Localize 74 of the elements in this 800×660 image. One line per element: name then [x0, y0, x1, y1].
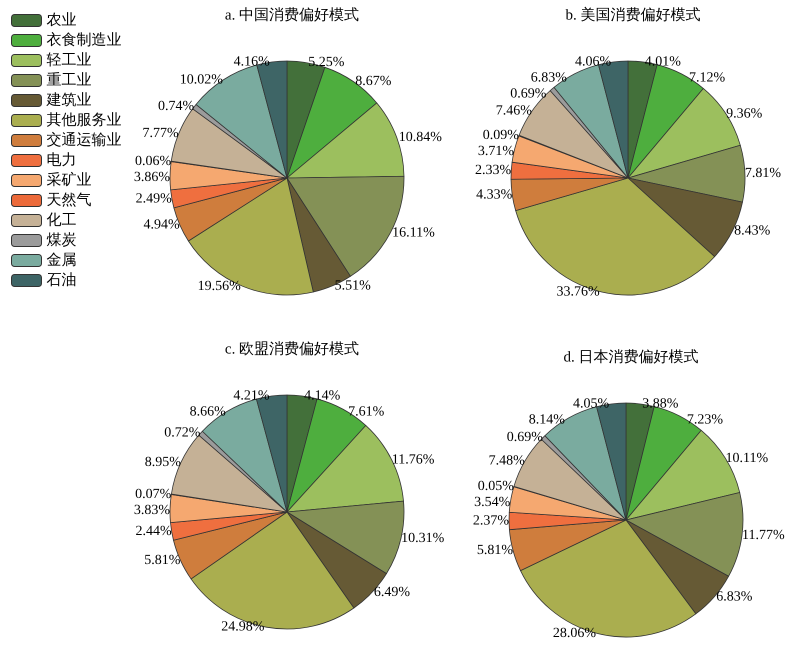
- chart-title: a. 中国消费偏好模式: [224, 6, 360, 24]
- data-label: 6.83%: [716, 589, 753, 604]
- legend-label: 轻工业: [46, 52, 92, 68]
- data-label: 8.43%: [734, 224, 771, 239]
- data-label: 0.07%: [135, 486, 172, 502]
- data-label: 8.95%: [144, 455, 182, 470]
- legend-label: 天然气: [46, 192, 92, 208]
- legend-label: 建筑业: [46, 92, 92, 108]
- data-label: 0.69%: [510, 86, 547, 102]
- data-label: 5.81%: [476, 543, 514, 558]
- data-label: 4.01%: [644, 54, 682, 70]
- chart-title: c. 欧盟消费偏好模式: [224, 340, 360, 358]
- data-label: 3.54%: [474, 495, 511, 510]
- data-label: 5.25%: [308, 55, 345, 70]
- data-label: 4.05%: [572, 396, 610, 412]
- data-label: 3.71%: [478, 144, 514, 160]
- data-label: 4.21%: [233, 388, 270, 404]
- legend-label: 重工业: [46, 72, 92, 88]
- data-label: 4.94%: [144, 217, 180, 232]
- data-label: 3.88%: [642, 396, 679, 412]
- legend-label: 农业: [46, 12, 76, 28]
- data-label: 4.14%: [304, 388, 341, 404]
- data-label: 16.11%: [392, 226, 436, 241]
- data-label: 24.98%: [221, 620, 265, 635]
- data-label: 2.44%: [135, 524, 172, 540]
- data-label: 10.84%: [398, 130, 442, 145]
- data-label: 7.46%: [496, 104, 532, 119]
- data-label: 6.83%: [530, 70, 568, 86]
- data-label: 11.77%: [742, 528, 786, 543]
- data-label: 0.05%: [478, 479, 514, 494]
- data-label: 8.67%: [355, 74, 392, 90]
- data-label: 3.86%: [134, 170, 170, 185]
- legend-label: 衣食制造业: [46, 32, 122, 48]
- chart-title: b. 美国消费偏好模式: [566, 6, 700, 24]
- legend-label: 金属: [46, 252, 76, 268]
- legend-label: 采矿业: [46, 172, 92, 188]
- legend-label: 化工: [46, 212, 76, 228]
- data-label: 0.06%: [135, 154, 172, 169]
- data-label: 6.49%: [374, 584, 410, 600]
- data-label: 0.74%: [158, 99, 195, 114]
- data-label: 19.56%: [198, 278, 242, 294]
- data-label: 0.72%: [164, 426, 201, 441]
- data-label: 10.31%: [401, 531, 445, 546]
- data-label: 0.09%: [482, 128, 520, 144]
- data-label: 7.12%: [689, 70, 726, 86]
- data-label: 4.16%: [234, 54, 270, 70]
- legend-label: 交通运输业: [46, 132, 122, 148]
- legend-label: 煤炭: [46, 232, 76, 248]
- data-label: 7.81%: [744, 166, 782, 182]
- data-label: 0.69%: [506, 430, 544, 445]
- data-label: 5.51%: [334, 278, 372, 294]
- data-label: 10.11%: [726, 450, 768, 466]
- legend-label: 电力: [46, 152, 76, 168]
- data-label: 2.33%: [475, 163, 512, 178]
- data-label: 7.61%: [348, 404, 385, 420]
- data-label: 3.83%: [134, 502, 170, 518]
- data-label: 8.14%: [528, 412, 566, 428]
- data-label: 11.76%: [392, 452, 435, 468]
- data-label: 2.49%: [136, 191, 172, 206]
- legend-label: 石油: [46, 272, 76, 288]
- data-label: 7.48%: [488, 454, 526, 469]
- data-label: 8.66%: [190, 404, 226, 420]
- data-label: 5.81%: [144, 552, 181, 568]
- data-label: 28.06%: [552, 626, 596, 642]
- data-label: 2.37%: [472, 513, 510, 528]
- data-label: 7.23%: [686, 412, 724, 428]
- data-label: 7.77%: [142, 126, 180, 142]
- data-label: 4.06%: [574, 54, 612, 70]
- data-label: 33.76%: [556, 284, 600, 300]
- legend-label: 其他服务业: [46, 112, 122, 128]
- data-label: 10.02%: [180, 72, 224, 88]
- data-label: 4.33%: [476, 188, 513, 203]
- chart-title: d. 日本消费偏好模式: [564, 348, 698, 366]
- data-label: 9.36%: [726, 106, 763, 122]
